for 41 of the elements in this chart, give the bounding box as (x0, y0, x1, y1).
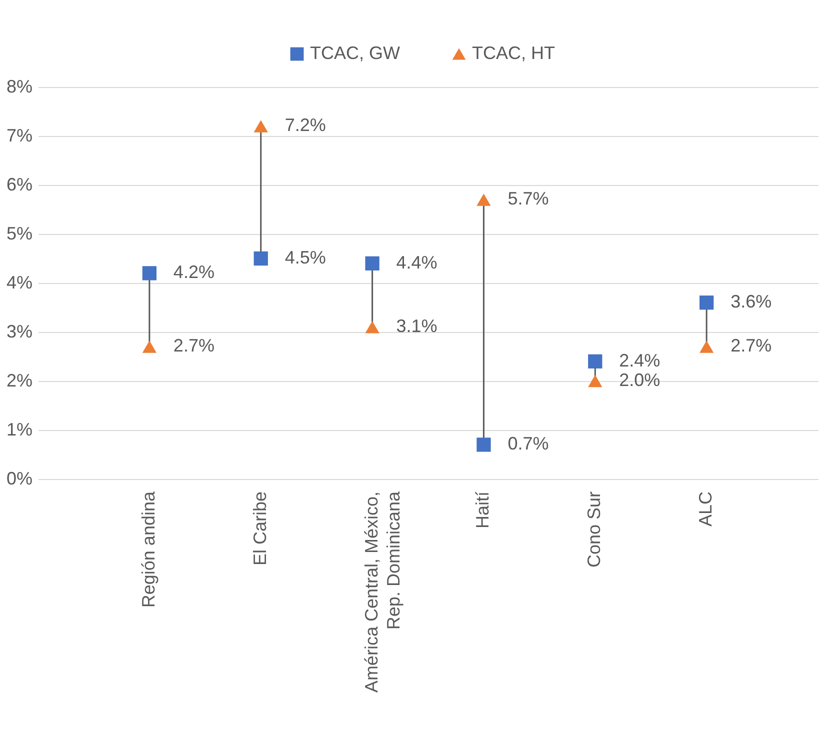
y-tick-label: 2% (6, 370, 32, 390)
x-tick-label: El Caribe (250, 492, 270, 566)
point (254, 120, 268, 132)
data-label: 3.6% (730, 292, 772, 312)
y-tick-label: 3% (6, 322, 32, 342)
x-tick-label: Haití (472, 492, 493, 529)
data-label: 4.2% (173, 262, 214, 282)
y-tick-label: 8% (6, 76, 32, 96)
data-label: 4.4% (396, 252, 438, 272)
y-tick-label: 5% (6, 224, 32, 244)
point (700, 296, 714, 310)
point (476, 194, 491, 206)
y-tick-label: 4% (6, 272, 32, 292)
point (365, 256, 380, 270)
y-tick-label: 7% (6, 126, 32, 146)
data-label: 2.7% (730, 336, 772, 356)
x-tick-label: Región andina (138, 490, 158, 608)
data-label: 2.7% (173, 336, 214, 356)
point (365, 320, 380, 334)
point (142, 340, 156, 353)
point (254, 251, 268, 266)
data-label: 2.0% (619, 370, 660, 390)
point (588, 354, 602, 368)
data-label: 4.5% (284, 248, 326, 268)
data-label: 5.7% (508, 188, 549, 209)
data-label: 3.1% (396, 316, 438, 336)
y-tick-label: 6% (6, 174, 32, 194)
x-tick-label: Cono Sur (584, 492, 604, 568)
legend-label: TCAC, HT (472, 43, 555, 63)
data-label: 0.7% (508, 434, 549, 454)
point (700, 340, 714, 353)
legend-label: TCAC, GW (310, 43, 400, 63)
point (476, 438, 491, 452)
x-tick-label: América Central, México, Rep. Dominicana (361, 490, 404, 693)
x-tick-label: ALC (696, 492, 716, 527)
data-label: 7.2% (284, 115, 326, 136)
y-tick-label: 0% (6, 468, 32, 488)
point (588, 374, 602, 388)
data-label: 2.4% (619, 350, 660, 370)
y-tick-label: 1% (6, 420, 32, 440)
point (142, 266, 156, 280)
